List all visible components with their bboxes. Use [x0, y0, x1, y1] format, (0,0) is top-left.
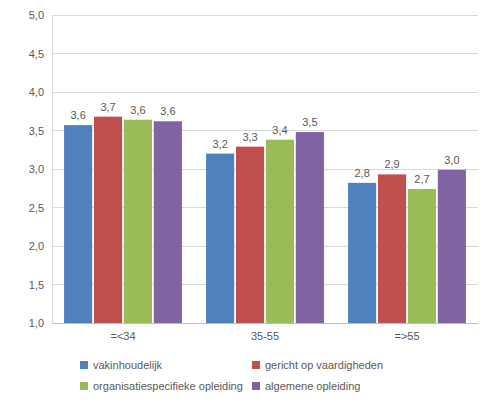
bar	[266, 140, 294, 323]
legend-item: organisatiespecifieke opleiding	[80, 380, 243, 392]
x-tick: =<34	[110, 323, 135, 342]
data-label: 3,0	[444, 154, 459, 166]
grid-line	[52, 15, 478, 16]
y-tick-label: 3,5	[29, 125, 44, 137]
x-tick-label: =>55	[394, 330, 419, 342]
legend-item: gericht op vaardigheden	[252, 359, 383, 371]
legend-label: algemene opleiding	[265, 380, 360, 392]
data-label: 3,2	[212, 138, 227, 150]
y-tick: 3,0	[29, 163, 52, 175]
x-tick: =>55	[394, 323, 419, 342]
y-tick-label: 2,5	[29, 202, 44, 214]
data-label: 3,3	[242, 131, 257, 143]
y-axis-line	[52, 16, 53, 324]
legend-label: organisatiespecifieke opleiding	[93, 380, 243, 392]
bar	[438, 170, 466, 323]
bar	[94, 117, 122, 323]
data-label: 3,5	[302, 116, 317, 128]
data-label: 3,4	[272, 124, 287, 136]
bar	[206, 154, 234, 323]
chart: 1,0 1,5 2,0 2,5 3,0 3,5 4,0 4,5 5,0 =<34 35-55 =>55…	[0, 0, 486, 406]
bar	[154, 121, 182, 323]
y-tick-label: 3,0	[29, 163, 44, 175]
legend-swatch	[80, 382, 88, 390]
y-tick: 2,0	[29, 240, 52, 252]
x-axis-line	[53, 323, 479, 324]
y-tick-label: 4,5	[29, 48, 44, 60]
data-label: 2,9	[384, 158, 399, 170]
x-tick-label: 35-55	[251, 330, 279, 342]
data-label: 2,8	[354, 167, 369, 179]
y-tick-label: 1,0	[29, 317, 44, 329]
y-tick-label: 2,0	[29, 240, 44, 252]
bars	[64, 117, 466, 323]
bar	[124, 120, 152, 323]
grid	[52, 15, 478, 323]
data-label: 3,6	[160, 105, 175, 117]
data-labels: 3,6 3,2 2,8 3,7 3,3 2,9 3,6 3,4 2,7 3,6 3,5 3,0	[70, 101, 459, 185]
y-tick: 5,0	[29, 9, 52, 21]
data-label: 3,6	[130, 104, 145, 116]
y-axis: 1,0 1,5 2,0 2,5 3,0 3,5 4,0 4,5 5,0	[29, 9, 53, 329]
legend: vakinhoudelijk gericht op vaardigheden org…	[80, 359, 383, 392]
y-tick: 1,5	[29, 279, 52, 291]
bar	[64, 125, 92, 323]
grid-line	[52, 53, 478, 54]
legend-item: algemene opleiding	[252, 380, 360, 392]
bar	[296, 132, 324, 323]
y-tick: 2,5	[29, 202, 52, 214]
x-axis: =<34 35-55 =>55	[53, 323, 479, 342]
y-tick: 1,0	[29, 317, 52, 329]
x-tick: 35-55	[251, 323, 279, 342]
legend-swatch	[80, 361, 88, 369]
data-label: 3,7	[100, 101, 115, 113]
y-tick: 4,5	[29, 48, 52, 60]
y-tick-label: 5,0	[29, 9, 44, 21]
bar	[408, 189, 436, 323]
y-tick: 3,5	[29, 125, 52, 137]
legend-label: vakinhoudelijk	[93, 359, 163, 371]
legend-item: vakinhoudelijk	[80, 359, 163, 371]
y-tick-label: 4,0	[29, 86, 44, 98]
grid-line	[52, 92, 478, 93]
y-tick-label: 1,5	[29, 279, 44, 291]
bar	[236, 147, 264, 323]
legend-swatch	[252, 382, 260, 390]
bar	[348, 183, 376, 323]
data-label: 3,6	[70, 109, 85, 121]
legend-label: gericht op vaardigheden	[265, 359, 383, 371]
y-tick: 4,0	[29, 86, 52, 98]
data-label: 2,7	[414, 173, 429, 185]
bar	[378, 174, 406, 323]
legend-swatch	[252, 361, 260, 369]
x-tick-label: =<34	[110, 330, 135, 342]
